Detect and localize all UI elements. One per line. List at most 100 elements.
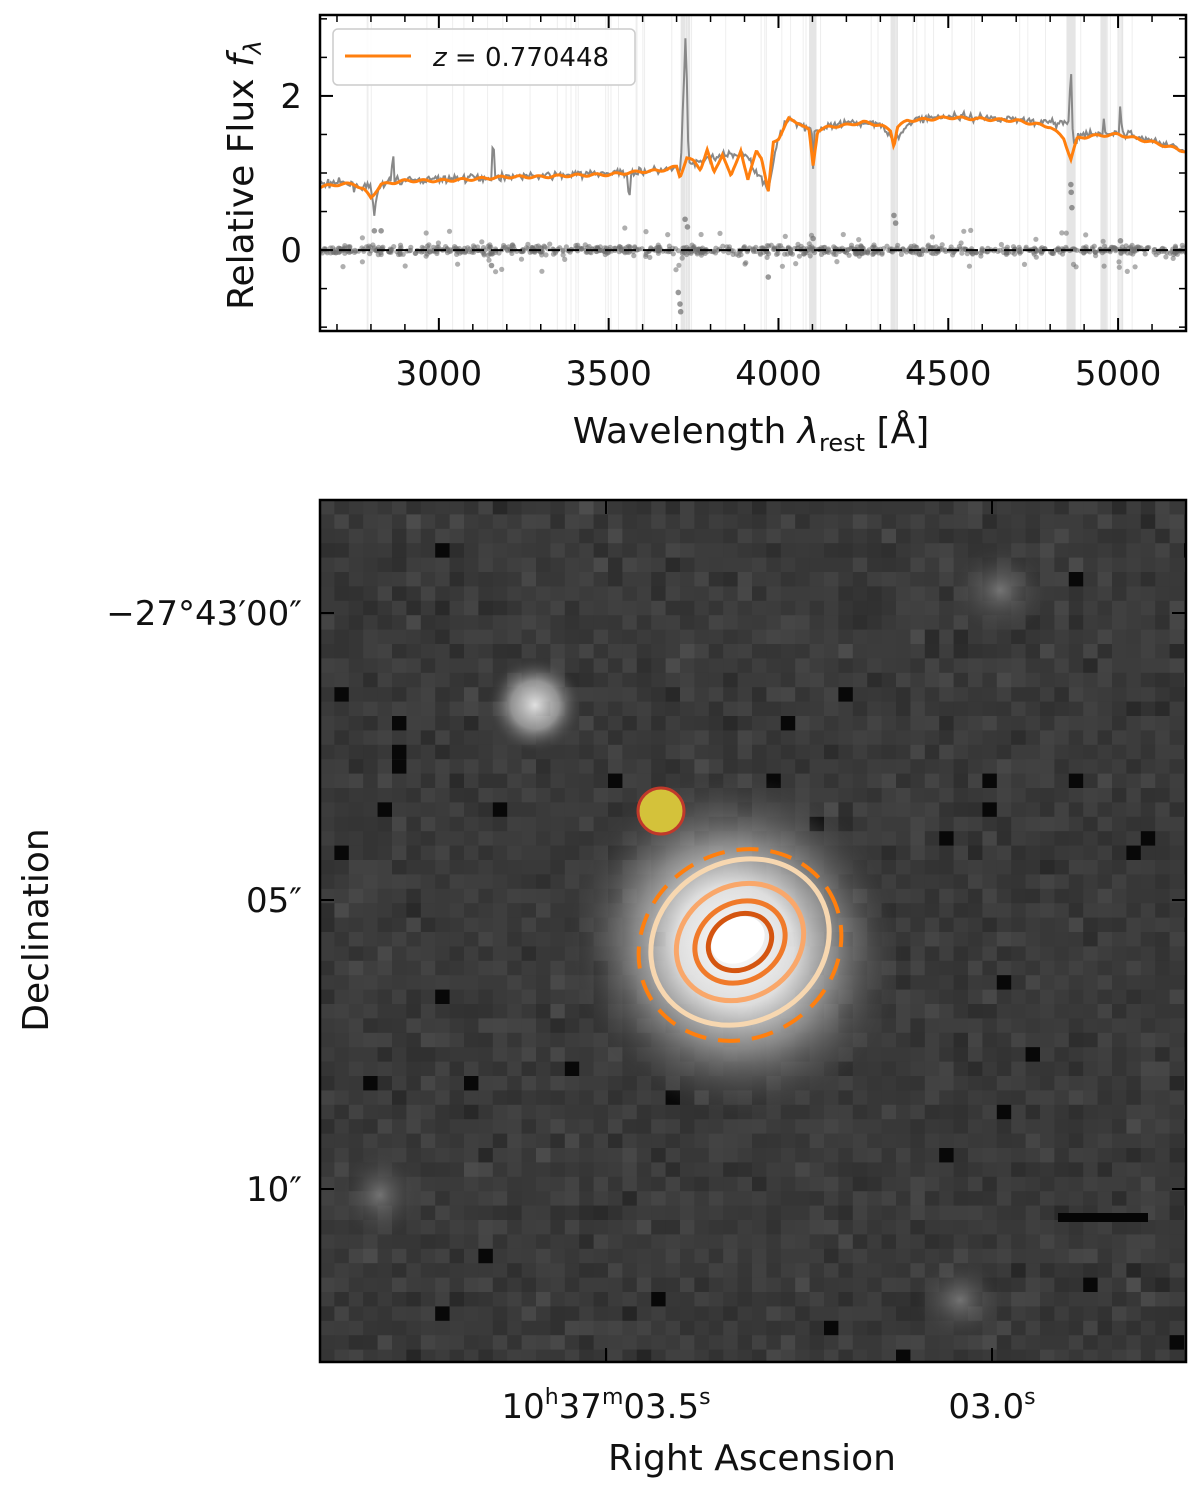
pixel-9-51 bbox=[1054, 629, 1070, 645]
pixel-58-17 bbox=[564, 1335, 580, 1351]
pixel-34-3 bbox=[363, 989, 379, 1005]
pixel-52-40 bbox=[896, 1248, 911, 1264]
pixel-53-15 bbox=[536, 1263, 551, 1279]
pixel-12-10 bbox=[464, 672, 479, 688]
residual-point-852 bbox=[834, 259, 840, 265]
pixel-52-31 bbox=[766, 1248, 782, 1264]
pixel-20-6 bbox=[406, 788, 422, 803]
pixel-27-47 bbox=[996, 888, 1012, 904]
pixel-55-54 bbox=[1097, 1292, 1113, 1307]
pixel-33-9 bbox=[449, 975, 465, 991]
pixel-14-19 bbox=[593, 701, 609, 717]
pixel-53-11 bbox=[478, 1263, 494, 1279]
pixel-48-13 bbox=[507, 1191, 523, 1207]
pixel-15-23 bbox=[651, 716, 667, 731]
pixel-6-59 bbox=[1169, 586, 1185, 602]
pixel-4-37 bbox=[852, 557, 868, 573]
pixel-42-7 bbox=[420, 1104, 436, 1120]
pixel-56-37 bbox=[852, 1306, 868, 1322]
pixel-22-7 bbox=[420, 816, 436, 832]
pixel-48-37 bbox=[852, 1191, 868, 1207]
pixel-42-17 bbox=[564, 1104, 580, 1120]
contour-level-1 bbox=[648, 856, 832, 1028]
pixel-30-16 bbox=[550, 932, 566, 947]
pixel-12-32 bbox=[780, 672, 796, 688]
residual-point-863 bbox=[652, 247, 658, 253]
pixel-57-40 bbox=[896, 1320, 911, 1336]
outlier-point-15 bbox=[765, 274, 772, 280]
pixel-23-41 bbox=[910, 831, 926, 847]
pixel-12-31 bbox=[766, 672, 782, 688]
pixel-25-6 bbox=[406, 860, 422, 875]
pixel-59-51 bbox=[1054, 1349, 1070, 1362]
pixel-57-27 bbox=[708, 1320, 724, 1336]
pixel-5-19 bbox=[593, 572, 609, 587]
residual-point-551 bbox=[1102, 243, 1108, 249]
pixel-35-10 bbox=[464, 1004, 479, 1019]
aperture-ellipse bbox=[636, 847, 844, 1043]
pixel-14-2 bbox=[348, 701, 364, 717]
pixel-27-2 bbox=[348, 888, 364, 904]
pixel-26-59 bbox=[1169, 874, 1185, 890]
pixel-16-46 bbox=[982, 730, 998, 746]
pixel-41-35 bbox=[824, 1090, 839, 1106]
pixel-32-14 bbox=[521, 960, 537, 976]
mask-line-8 bbox=[973, 15, 975, 331]
pixel-1-59 bbox=[1169, 514, 1185, 530]
pixel-26-4 bbox=[377, 874, 393, 890]
pixel-45-44 bbox=[953, 1148, 969, 1163]
pixel-0-10 bbox=[464, 500, 479, 515]
pixel-52-25 bbox=[680, 1248, 695, 1264]
pixel-57-50 bbox=[1040, 1320, 1055, 1336]
pixel-0-55 bbox=[1112, 500, 1127, 515]
pixel-3-23 bbox=[651, 543, 667, 559]
pixel-29-54 bbox=[1097, 917, 1113, 933]
pixel-9-7 bbox=[420, 629, 436, 645]
pixel-54-48 bbox=[1011, 1277, 1027, 1293]
pixel-25-54 bbox=[1097, 860, 1113, 875]
pixel-2-36 bbox=[838, 528, 854, 544]
pixel-48-24 bbox=[665, 1191, 681, 1207]
pixel-2-50 bbox=[1040, 528, 1055, 544]
pixel-6-5 bbox=[392, 586, 407, 602]
pixel-31-57 bbox=[1140, 946, 1156, 962]
pixel-48-48 bbox=[1011, 1191, 1027, 1207]
pixel-1-56 bbox=[1126, 514, 1142, 530]
pixel-19-54 bbox=[1097, 773, 1113, 789]
pixel-49-41 bbox=[910, 1205, 926, 1221]
pixel-27-46 bbox=[982, 888, 998, 904]
pixel-19-19 bbox=[593, 773, 609, 789]
pixel-17-3 bbox=[363, 744, 379, 760]
pixel-15-50 bbox=[1040, 716, 1055, 731]
pixel-38-42 bbox=[924, 1047, 940, 1063]
pixel-1-49 bbox=[1025, 514, 1041, 530]
pixel-57-30 bbox=[752, 1320, 767, 1336]
pixel-20-1 bbox=[334, 788, 350, 803]
pixel-35-13 bbox=[507, 1004, 523, 1019]
pixel-45-21 bbox=[622, 1148, 638, 1163]
pixel-42-51 bbox=[1054, 1104, 1070, 1120]
pixel-40-43 bbox=[939, 1076, 955, 1091]
pixel-52-38 bbox=[867, 1248, 883, 1264]
pixel-35-49 bbox=[1025, 1004, 1041, 1019]
pixel-54-32 bbox=[780, 1277, 796, 1293]
pixel-53-53 bbox=[1083, 1263, 1099, 1279]
pixel-36-40 bbox=[896, 1018, 911, 1034]
pixel-48-29 bbox=[737, 1191, 753, 1207]
pixel-12-42 bbox=[924, 672, 940, 688]
pixel-11-18 bbox=[579, 658, 595, 674]
pixel-1-7 bbox=[420, 514, 436, 530]
pixel-9-35 bbox=[824, 629, 839, 645]
pixel-8-30 bbox=[752, 615, 767, 631]
pixel-5-38 bbox=[867, 572, 883, 587]
pixel-28-45 bbox=[968, 903, 983, 919]
pixel-39-52 bbox=[1068, 1061, 1084, 1077]
pixel-12-6 bbox=[406, 672, 422, 688]
pixel-4-22 bbox=[636, 557, 652, 573]
pixel-47-24 bbox=[665, 1176, 681, 1192]
pixel-39-9 bbox=[449, 1061, 465, 1077]
pixel-9-31 bbox=[766, 629, 782, 645]
pixel-19-10 bbox=[464, 773, 479, 789]
pixel-52-0 bbox=[320, 1248, 335, 1264]
pixel-29-56 bbox=[1126, 917, 1142, 933]
